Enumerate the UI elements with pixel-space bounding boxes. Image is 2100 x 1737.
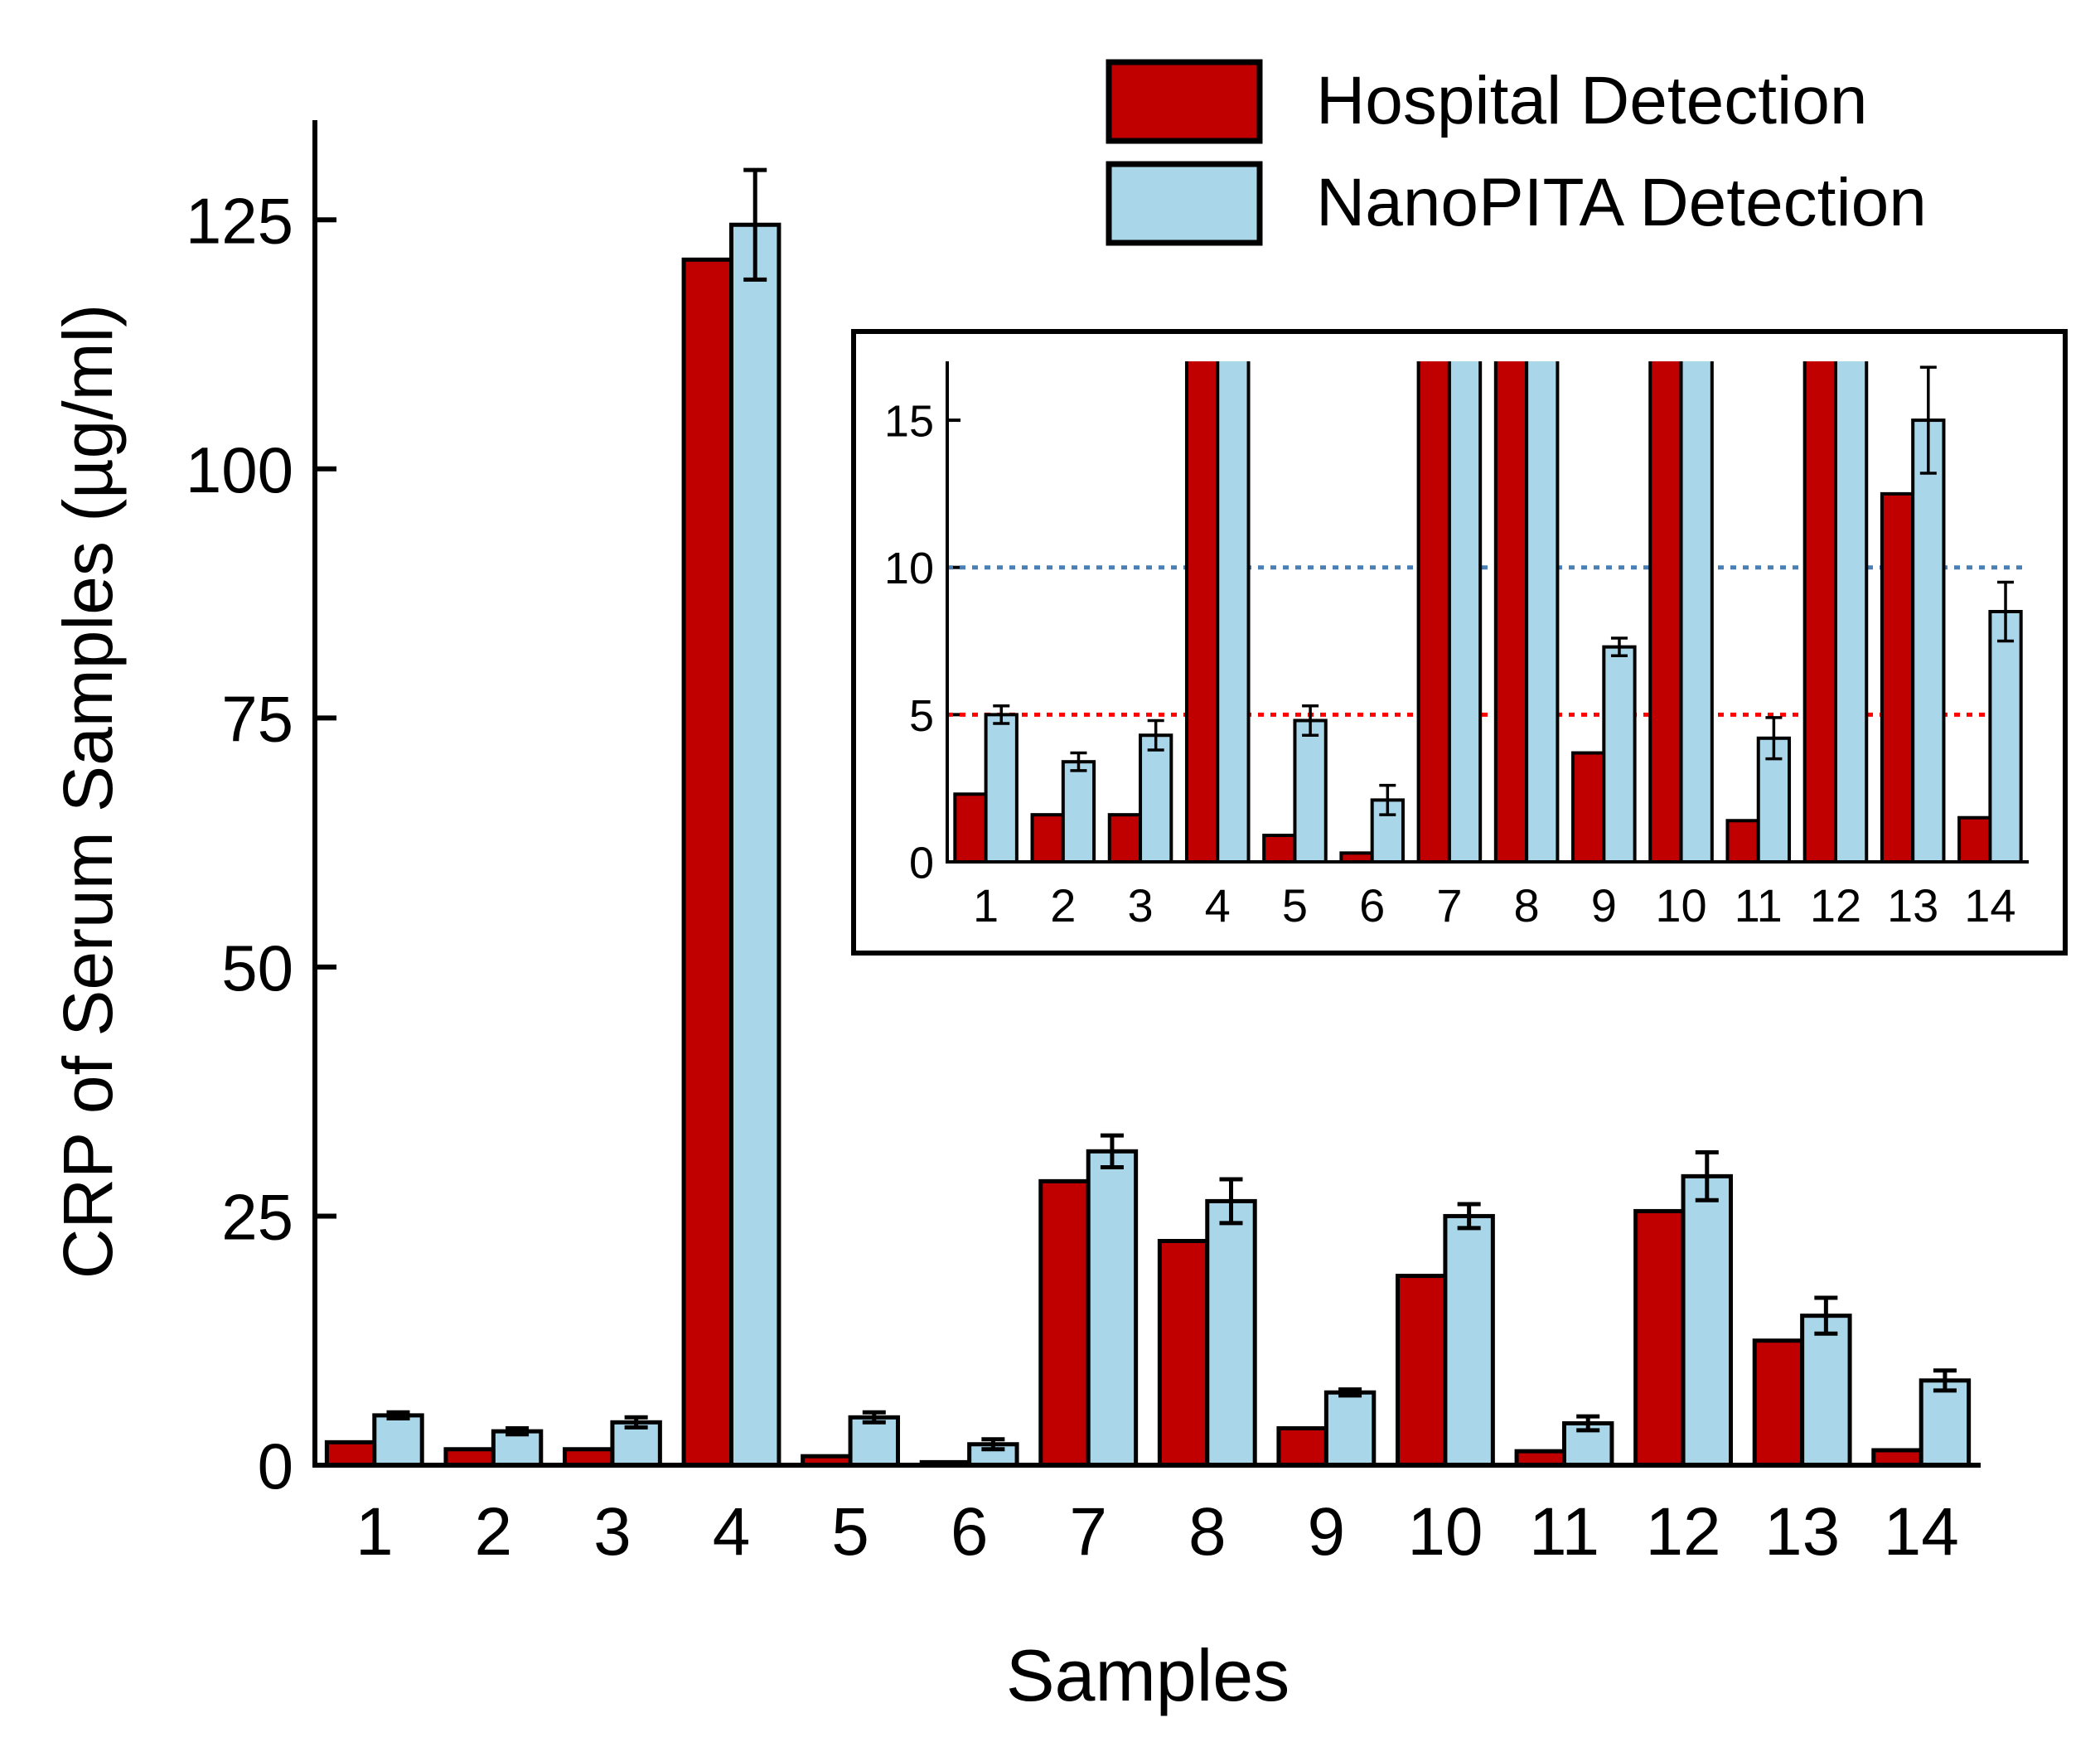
x-tick-label: 3 [593, 1494, 631, 1570]
y-tick-label: 5 [909, 691, 934, 741]
bar-hospital [1157, 1239, 1210, 1468]
x-tick-label: 7 [1436, 879, 1462, 931]
legend: Hospital Detection NanoPITA Detection [1106, 59, 1927, 246]
bar-hospital [1957, 815, 1992, 862]
bar-nanopita [491, 1429, 544, 1468]
bar-nanopita [1139, 733, 1173, 862]
bar-hospital [1396, 1274, 1448, 1468]
y-tick-label: 100 [186, 433, 293, 506]
y-tick-label: 25 [221, 1181, 293, 1254]
x-tick-label: 4 [713, 1494, 751, 1570]
x-tick-label: 7 [1069, 1494, 1107, 1570]
bar-nanopita [848, 1415, 900, 1468]
bar-hospital [1752, 1338, 1805, 1468]
bar-nanopita [1447, 361, 1483, 862]
x-tick-label: 10 [1655, 879, 1706, 931]
x-tick-label: 4 [1205, 879, 1231, 931]
x-tick-label: 11 [1529, 1494, 1599, 1570]
bar-hospital [1880, 491, 1915, 862]
y-tick-label: 125 [186, 184, 293, 257]
bar-hospital [1725, 819, 1760, 862]
bar-nanopita [1293, 719, 1328, 862]
y-tick-label: 75 [221, 682, 293, 755]
bar-nanopita [1919, 1378, 1972, 1468]
bar-nanopita [1205, 1198, 1257, 1468]
bar-hospital [1038, 1178, 1091, 1468]
y-axis-title: CRP of Serum Samples (µg/ml) [49, 304, 127, 1280]
bar-hospital [1648, 361, 1683, 862]
bar-nanopita [1911, 419, 1946, 862]
x-axis-title: Samples [1006, 1634, 1290, 1716]
x-tick-label: 2 [475, 1494, 513, 1570]
x-tick-label: 1 [356, 1494, 394, 1570]
x-tick-label: 11 [1735, 879, 1783, 931]
y-tick-label: 10 [884, 544, 934, 593]
bar-hospital [953, 792, 988, 862]
bar-nanopita [372, 1413, 424, 1468]
x-tick-label: 12 [1645, 1494, 1720, 1570]
x-tick-label: 13 [1887, 879, 1938, 931]
bar-hospital [1276, 1426, 1328, 1468]
y-tick-label: 0 [258, 1430, 293, 1502]
y-tick-label: 15 [884, 396, 934, 446]
x-tick-label: 14 [1884, 1494, 1959, 1570]
bar-nanopita [729, 222, 781, 1468]
bar-hospital [1416, 361, 1451, 862]
bar-nanopita [1988, 610, 2023, 862]
bar-hospital [1493, 361, 1529, 862]
legend-swatch-nanopita [1106, 161, 1263, 246]
bar-hospital [1030, 813, 1065, 862]
x-tick-label: 5 [831, 1494, 869, 1570]
bar-nanopita [1061, 760, 1096, 862]
x-tick-label: 1 [973, 879, 999, 931]
bar-nanopita [1323, 1390, 1377, 1468]
bar-nanopita [1602, 645, 1637, 862]
bar-nanopita [1525, 361, 1560, 862]
bar-hospital [681, 257, 733, 1468]
bar-nanopita [1443, 1213, 1495, 1468]
x-tick-label: 12 [1810, 879, 1861, 931]
x-tick-label: 9 [1308, 1494, 1346, 1570]
legend-label: NanoPITA Detection [1316, 165, 1927, 240]
bar-nanopita [1679, 361, 1714, 862]
x-tick-label: 8 [1514, 879, 1540, 931]
x-tick-label: 2 [1050, 879, 1076, 931]
bar-nanopita [1800, 1314, 1852, 1468]
x-tick-label: 14 [1964, 879, 2015, 931]
bar-hospital [1633, 1208, 1686, 1468]
y-tick-label: 50 [221, 931, 293, 1004]
bar-nanopita [1681, 1173, 1733, 1468]
bar-hospital [324, 1439, 377, 1468]
bar-nanopita [1086, 1149, 1139, 1468]
x-tick-label: 10 [1407, 1494, 1483, 1570]
x-tick-label: 8 [1188, 1494, 1227, 1570]
bar-hospital [1107, 813, 1143, 862]
bar-nanopita [984, 713, 1019, 862]
x-tick-label: 5 [1282, 879, 1308, 931]
y-tick-label: 0 [909, 838, 934, 888]
x-tick-label: 13 [1764, 1494, 1840, 1570]
legend-swatch-hospital [1106, 59, 1263, 144]
bar-hospital [1262, 834, 1297, 862]
x-tick-label: 3 [1127, 879, 1153, 931]
x-tick-label: 6 [1359, 879, 1385, 931]
legend-label: Hospital Detection [1316, 63, 1867, 138]
x-tick-label: 6 [951, 1494, 989, 1570]
x-tick-label: 9 [1591, 879, 1617, 931]
bar-hospital [1571, 751, 1606, 862]
main-bars [324, 167, 1972, 1468]
